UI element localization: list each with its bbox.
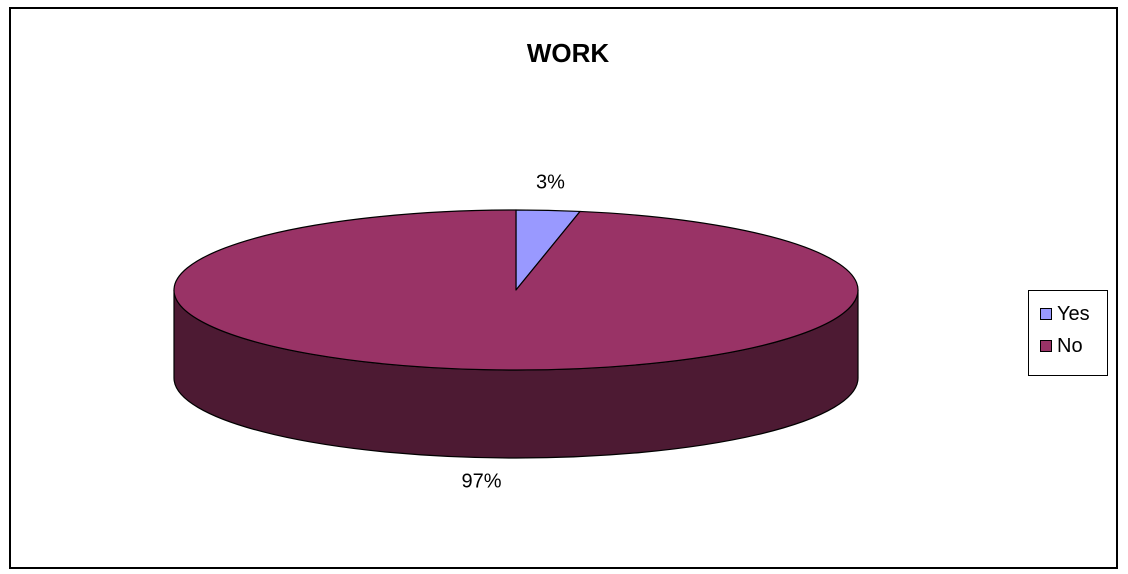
legend-swatch-yes bbox=[1040, 308, 1052, 320]
legend-label-yes: Yes bbox=[1057, 302, 1090, 325]
legend-item-no: No bbox=[1029, 330, 1107, 362]
legend-label-no: No bbox=[1057, 334, 1083, 357]
data-label-yes: 3% bbox=[536, 171, 565, 193]
pie-slice-no bbox=[173, 209, 859, 371]
data-label-no: 97% bbox=[462, 471, 502, 493]
legend-item-yes: Yes bbox=[1029, 298, 1107, 330]
chart-title: WORK bbox=[527, 38, 610, 68]
legend-swatch-no bbox=[1040, 340, 1052, 352]
pie-plot: 3% 97% bbox=[173, 171, 859, 493]
legend: Yes No bbox=[1028, 290, 1108, 376]
